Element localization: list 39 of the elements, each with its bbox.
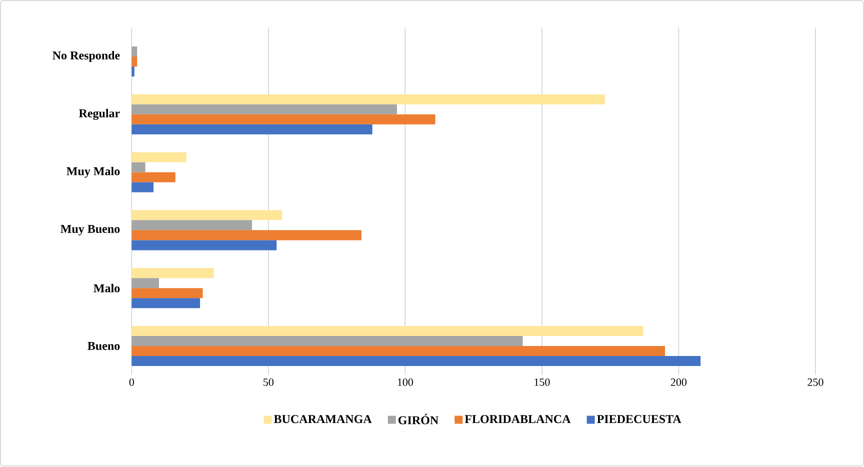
bar [132,56,138,67]
bar [132,104,397,115]
legend-label: BUCARAMANGA [274,415,372,424]
bar [132,94,605,105]
legend-label: PIEDECUESTA [596,415,682,424]
x-tick-label: 250 [808,378,824,386]
y-tick-label: Regular [78,109,120,120]
x-tick-label: 50 [264,378,274,386]
y-tick-label: Malo [94,284,120,293]
bar [132,124,372,135]
bar [132,336,523,346]
y-tick-label: No Responde [52,51,120,62]
y-tick-label: Muy Malo [66,167,120,178]
bar [132,268,214,278]
bar [132,298,200,308]
bar [132,66,134,77]
bar [132,326,644,336]
bar [132,288,203,298]
bar [132,114,436,125]
bar [132,182,154,193]
bar [132,356,701,366]
x-tick-label: 150 [534,378,550,386]
x-tick-label: 100 [398,378,414,386]
x-tick-label: 0 [129,378,134,386]
bar [132,152,186,163]
bar [132,46,138,57]
bar [132,240,277,250]
legend-label: GIRÓN [398,414,438,425]
bar [132,210,282,220]
y-tick-label: Bueno [88,342,120,350]
bar [132,278,160,288]
bar [132,220,252,230]
bar [132,346,666,356]
y-tick-label: Muy Bueno [60,225,120,236]
bar [132,230,362,240]
x-tick-label: 200 [670,378,687,386]
bar [132,172,176,183]
bar [132,162,146,173]
legend-label: FLORIDABLANCA [464,415,571,424]
